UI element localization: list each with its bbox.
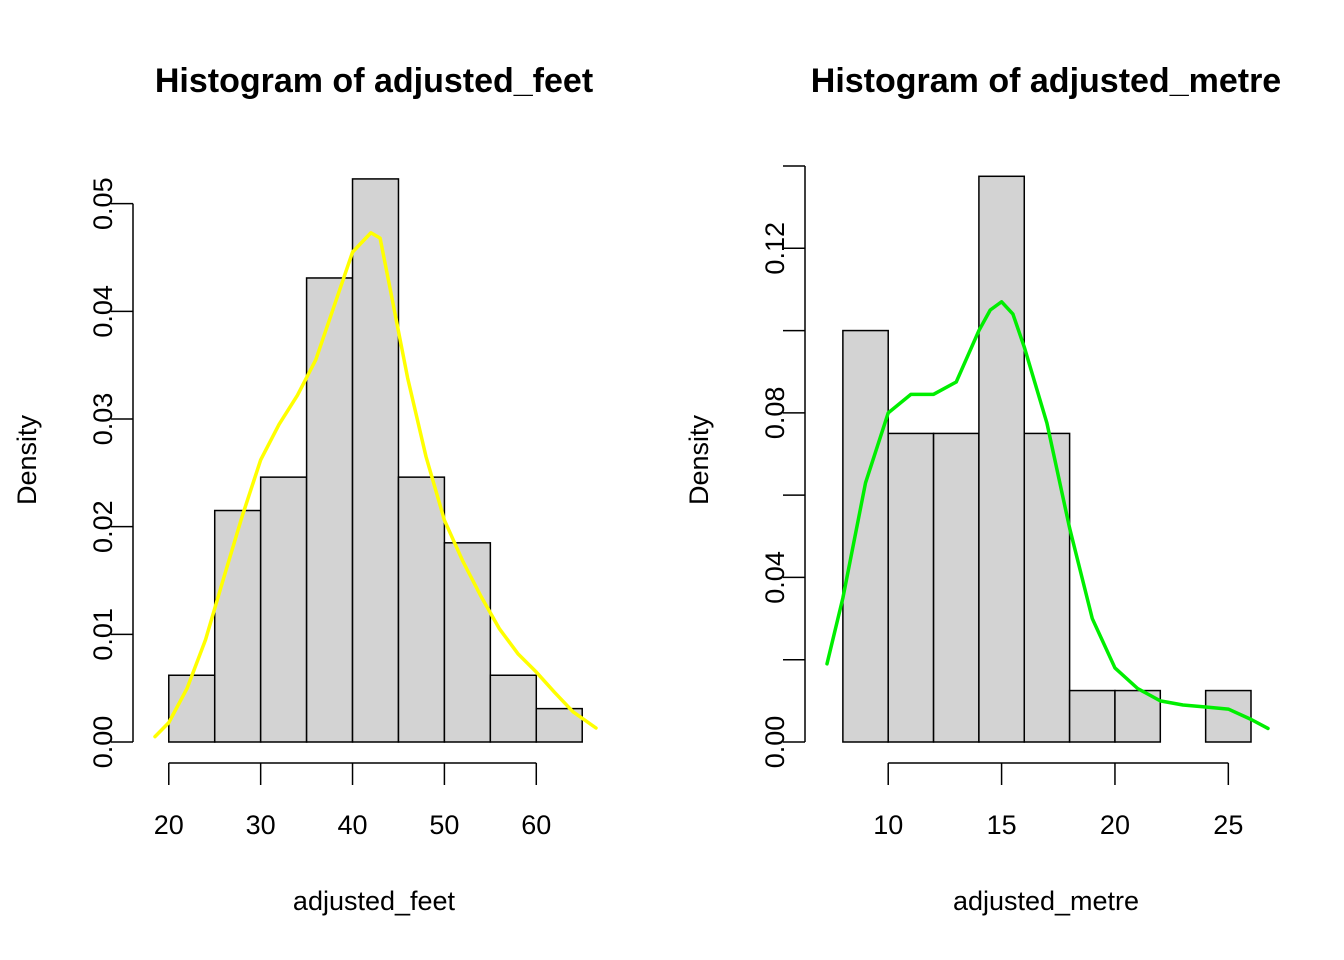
histogram-bar xyxy=(213,509,262,743)
density-curve-group xyxy=(153,231,598,739)
x-axis: 20 30 40 50 60 xyxy=(154,762,551,840)
histogram-bar xyxy=(305,277,354,743)
density-curve xyxy=(825,300,1270,731)
x-axis-label: adjusted_metre xyxy=(953,886,1139,916)
histogram-bar xyxy=(351,178,400,743)
histogram-bar xyxy=(397,476,446,743)
y-tick-label: 0.01 xyxy=(88,608,118,661)
histogram-bar xyxy=(887,432,935,743)
y-tick-label: 0.00 xyxy=(760,716,790,769)
bars xyxy=(168,178,583,743)
y-tick-label: 0.00 xyxy=(88,716,118,769)
x-tick-label: 25 xyxy=(1213,810,1243,840)
histogram-bar xyxy=(978,175,1026,743)
x-tick-label: 15 xyxy=(987,810,1017,840)
x-tick-label: 40 xyxy=(338,810,368,840)
density-curve xyxy=(153,231,598,739)
y-axis: 0.00 0.01 0.02 0.03 0.04 0.05 xyxy=(88,177,134,769)
y-tick-label: 0.04 xyxy=(760,551,790,604)
x-tick-label: 10 xyxy=(873,810,903,840)
density-curve-group xyxy=(825,300,1270,731)
x-axis: 10 15 20 25 xyxy=(873,762,1243,840)
y-tick-label: 0.12 xyxy=(760,222,790,275)
y-axis: 0.00 0.04 0.08 0.12 xyxy=(760,165,806,769)
x-axis-label: adjusted_feet xyxy=(293,886,456,916)
histogram-bar xyxy=(932,432,980,743)
histogram-panel-feet: Histogram of adjusted_feet adjusted_feet… xyxy=(12,62,598,916)
histogram-bar xyxy=(489,674,538,743)
x-tick-label: 50 xyxy=(429,810,459,840)
x-tick-label: 20 xyxy=(154,810,184,840)
y-tick-label: 0.08 xyxy=(760,387,790,440)
histogram-panel-metre: Histogram of adjusted_metre adjusted_met… xyxy=(684,62,1281,916)
y-tick-label: 0.03 xyxy=(88,393,118,446)
x-tick-label: 20 xyxy=(1100,810,1130,840)
histogram-bar xyxy=(259,476,308,743)
histogram-bar xyxy=(1023,432,1071,743)
y-tick-label: 0.05 xyxy=(88,177,118,230)
histogram-bar xyxy=(443,542,492,743)
histogram-bar xyxy=(1114,689,1162,743)
x-tick-label: 30 xyxy=(246,810,276,840)
y-axis-label: Density xyxy=(12,414,42,505)
y-axis-label: Density xyxy=(684,414,714,505)
bars xyxy=(842,175,1252,743)
y-tick-label: 0.02 xyxy=(88,500,118,553)
y-tick-label: 0.04 xyxy=(88,285,118,338)
chart-title: Histogram of adjusted_feet xyxy=(155,62,593,100)
histogram-bar xyxy=(1068,689,1116,743)
chart-title: Histogram of adjusted_metre xyxy=(811,62,1281,100)
x-tick-label: 60 xyxy=(521,810,551,840)
histogram-bar xyxy=(842,329,889,743)
